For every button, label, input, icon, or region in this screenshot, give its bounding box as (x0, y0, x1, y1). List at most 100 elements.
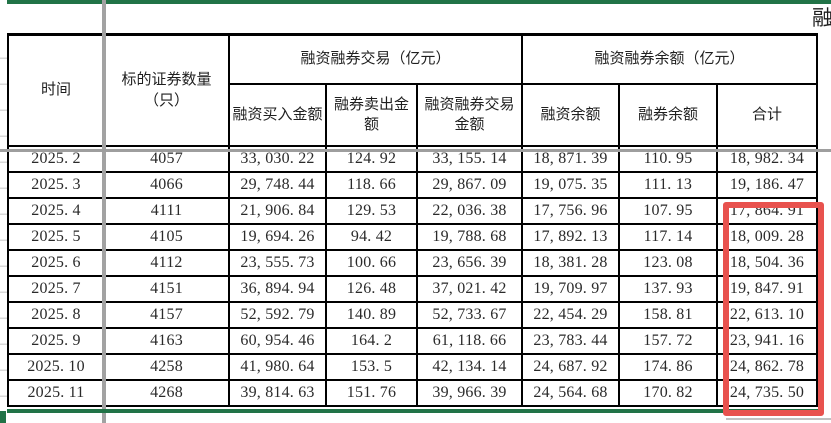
cell-financing-buy-amount[interactable]: 60, 954. 46 (228, 327, 327, 355)
cell-margin-trade-amount[interactable]: 29, 867. 09 (416, 171, 523, 199)
header-margin-trade-amount[interactable]: 融资融券交易金额 (416, 83, 523, 147)
cell-securities-count[interactable]: 4268 (103, 379, 230, 407)
header-financing-buy-amount[interactable]: 融资买入金额 (228, 83, 327, 147)
cell-time[interactable]: 2025. 8 (7, 301, 105, 329)
cell-securities-count[interactable]: 4066 (103, 171, 230, 199)
header-short-sell-amount[interactable]: 融券卖出金额 (325, 83, 418, 147)
cell-time[interactable]: 2025. 4 (7, 197, 105, 225)
cell-time[interactable]: 2025. 3 (7, 171, 105, 199)
cell-short-sell-amount[interactable]: 164. 2 (325, 327, 418, 355)
cell-time[interactable]: 2025. 10 (7, 353, 105, 381)
table-row: 2025. 4 4111 21, 906. 84 129. 53 22, 036. 38… (7, 197, 818, 225)
table-row: 2025. 6 4112 23, 555. 73 100. 66 23, 656. 39… (7, 249, 818, 277)
cell-financing-balance[interactable]: 24, 564. 68 (521, 379, 620, 407)
table-row: 2025. 9 4163 60, 954. 46 164. 2 61, 118. 66 2… (7, 327, 818, 355)
freeze-pane-split-horizontal (0, 149, 831, 152)
cell-margin-trade-amount[interactable]: 23, 656. 39 (416, 249, 523, 277)
cell-short-sell-amount[interactable]: 151. 76 (325, 379, 418, 407)
cell-financing-balance[interactable]: 24, 687. 92 (521, 353, 620, 381)
table-row: 2025. 7 4151 36, 894. 94 126. 48 37, 021. 42… (7, 275, 818, 303)
cell-financing-balance[interactable]: 17, 756. 96 (521, 197, 620, 225)
red-highlight-box (723, 202, 824, 416)
cell-margin-trade-amount[interactable]: 42, 134. 14 (416, 353, 523, 381)
cell-short-balance[interactable]: 123. 08 (618, 249, 718, 277)
cell-short-sell-amount[interactable]: 94. 42 (325, 223, 418, 251)
cell-margin-trade-amount[interactable]: 39, 966. 39 (416, 379, 523, 407)
cell-margin-trade-amount[interactable]: 37, 021. 42 (416, 275, 523, 303)
cell-short-sell-amount[interactable]: 153. 5 (325, 353, 418, 381)
header-short-balance[interactable]: 融券余额 (618, 83, 718, 147)
cell-financing-buy-amount[interactable]: 52, 592. 79 (228, 301, 327, 329)
cell-short-balance[interactable]: 157. 72 (618, 327, 718, 355)
cell-short-balance[interactable]: 174. 86 (618, 353, 718, 381)
cropped-left-column (0, 33, 7, 411)
cell-financing-balance[interactable]: 19, 075. 35 (521, 171, 620, 199)
cell-short-balance[interactable]: 170. 82 (618, 379, 718, 407)
next-table-gridline (726, 418, 831, 420)
cell-margin-trade-amount[interactable]: 22, 036. 38 (416, 197, 523, 225)
cell-financing-buy-amount[interactable]: 23, 555. 73 (228, 249, 327, 277)
cell-financing-balance[interactable]: 23, 783. 44 (521, 327, 620, 355)
cell-financing-buy-amount[interactable]: 19, 694. 26 (228, 223, 327, 251)
cell-total[interactable]: 19, 847. 91 (716, 275, 818, 303)
cell-financing-balance[interactable]: 17, 892. 13 (521, 223, 620, 251)
table-row: 2025. 10 4258 41, 980. 64 153. 5 42, 134. 14… (7, 353, 818, 381)
cell-securities-count[interactable]: 4111 (103, 197, 230, 225)
cell-financing-buy-amount[interactable]: 29, 748. 44 (228, 171, 327, 199)
cell-securities-count[interactable]: 4112 (103, 249, 230, 277)
header-balance-group[interactable]: 融资融券余额（亿元） (521, 33, 818, 85)
cell-financing-buy-amount[interactable]: 36, 894. 94 (228, 275, 327, 303)
cell-financing-buy-amount[interactable]: 41, 980. 64 (228, 353, 327, 381)
cell-short-sell-amount[interactable]: 118. 66 (325, 171, 418, 199)
margin-trading-table: 时间 标的证券数量（只） 融资融券交易（亿元） 融资融券余额（亿元） 融资买入金… (7, 33, 818, 407)
table-row: 2025. 5 4105 19, 694. 26 94. 42 19, 788. 68 1… (7, 223, 818, 251)
cell-total[interactable]: 24, 862. 78 (716, 353, 818, 381)
cell-time[interactable]: 2025. 9 (7, 327, 105, 355)
cell-securities-count[interactable]: 4105 (103, 223, 230, 251)
cell-margin-trade-amount[interactable]: 52, 733. 67 (416, 301, 523, 329)
table-header: 时间 标的证券数量（只） 融资融券交易（亿元） 融资融券余额（亿元） 融资买入金… (7, 33, 818, 147)
cell-time[interactable]: 2025. 11 (7, 379, 105, 407)
cell-total[interactable]: 19, 186. 47 (716, 171, 818, 199)
cell-short-balance[interactable]: 107. 95 (618, 197, 718, 225)
cell-short-sell-amount[interactable]: 140. 89 (325, 301, 418, 329)
selection-border-top-left-segment (7, 0, 102, 4)
cell-short-sell-amount[interactable]: 129. 53 (325, 197, 418, 225)
selection-border-top-right-segment (106, 0, 831, 4)
cell-short-balance[interactable]: 111. 13 (618, 171, 718, 199)
selection-border-bottom (7, 409, 821, 413)
cell-total[interactable]: 18, 009. 28 (716, 223, 818, 251)
cell-securities-count[interactable]: 4258 (103, 353, 230, 381)
header-trade-group[interactable]: 融资融券交易（亿元） (228, 33, 523, 85)
header-financing-balance[interactable]: 融资余额 (521, 83, 620, 147)
cell-total[interactable]: 22, 613. 10 (716, 301, 818, 329)
cell-short-sell-amount[interactable]: 126. 48 (325, 275, 418, 303)
table-row: 2025. 11 4268 39, 814. 63 151. 76 39, 966. 3… (7, 379, 818, 407)
cell-short-balance[interactable]: 137. 93 (618, 275, 718, 303)
cell-financing-balance[interactable]: 22, 454. 29 (521, 301, 620, 329)
cell-total[interactable]: 24, 735. 50 (716, 379, 818, 407)
cell-securities-count[interactable]: 4157 (103, 301, 230, 329)
cell-financing-buy-amount[interactable]: 39, 814. 63 (228, 379, 327, 407)
header-time[interactable]: 时间 (7, 33, 105, 147)
cell-margin-trade-amount[interactable]: 19, 788. 68 (416, 223, 523, 251)
cell-securities-count[interactable]: 4151 (103, 275, 230, 303)
cell-short-balance[interactable]: 158. 81 (618, 301, 718, 329)
header-securities-count[interactable]: 标的证券数量（只） (103, 33, 230, 147)
table-row: 2025. 8 4157 52, 592. 79 140. 89 52, 733. 67… (7, 301, 818, 329)
header-total[interactable]: 合计 (716, 83, 818, 147)
cell-financing-balance[interactable]: 18, 381. 28 (521, 249, 620, 277)
cell-short-balance[interactable]: 117. 14 (618, 223, 718, 251)
cell-total[interactable]: 23, 941. 16 (716, 327, 818, 355)
cell-time[interactable]: 2025. 7 (7, 275, 105, 303)
cell-financing-balance[interactable]: 19, 709. 97 (521, 275, 620, 303)
cell-total[interactable]: 18, 504. 36 (716, 249, 818, 277)
cell-margin-trade-amount[interactable]: 61, 118. 66 (416, 327, 523, 355)
cell-time[interactable]: 2025. 6 (7, 249, 105, 277)
cell-time[interactable]: 2025. 5 (7, 223, 105, 251)
cell-short-sell-amount[interactable]: 100. 66 (325, 249, 418, 277)
cell-securities-count[interactable]: 4163 (103, 327, 230, 355)
cell-financing-buy-amount[interactable]: 21, 906. 84 (228, 197, 327, 225)
clipped-cell-text: 融 (812, 6, 831, 30)
